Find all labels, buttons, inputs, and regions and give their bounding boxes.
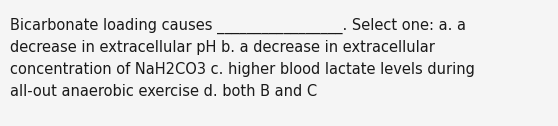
Text: concentration of NaH2CO3 c. higher blood lactate levels during: concentration of NaH2CO3 c. higher blood…	[10, 62, 475, 77]
Text: all-out anaerobic exercise d. both B and C: all-out anaerobic exercise d. both B and…	[10, 84, 317, 99]
Text: decrease in extracellular pH b. a decrease in extracellular: decrease in extracellular pH b. a decrea…	[10, 40, 435, 55]
Text: Bicarbonate loading causes _________________. Select one: a. a: Bicarbonate loading causes _____________…	[10, 18, 466, 34]
